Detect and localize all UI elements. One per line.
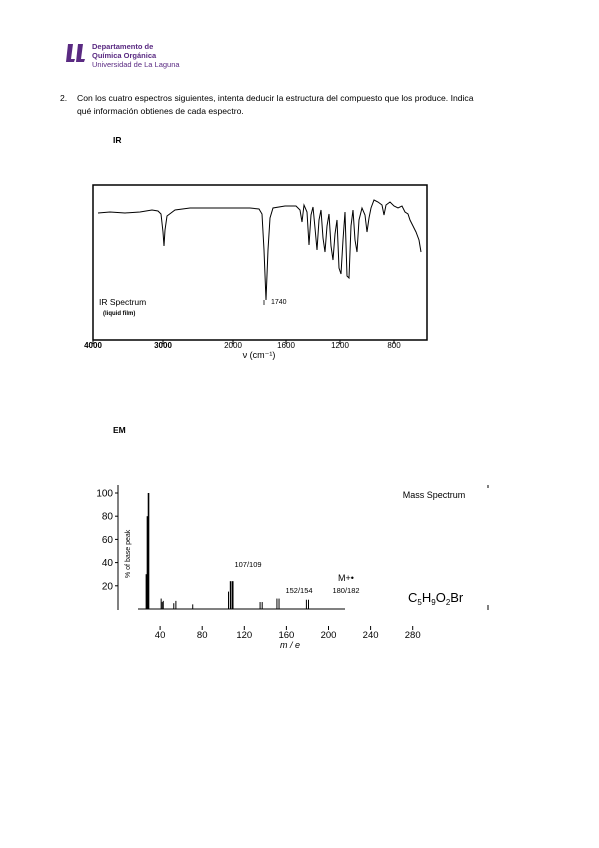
ir-x-axis: 4000 3000 2000 1600 1200 800 ν (cm⁻¹) <box>84 340 401 360</box>
ms-peak-label-107-109: 107/109 <box>234 560 261 569</box>
ir-section-label: IR <box>113 135 122 145</box>
ms-y-tick-label: 40 <box>102 558 114 569</box>
ms-peak-label-152-154: 152/154 <box>285 586 312 595</box>
ir-subtitle: (liquid film) <box>103 311 135 317</box>
ms-y-tick-label: 60 <box>102 535 114 546</box>
question-number: 2. <box>60 93 68 103</box>
ir-tick-label: 800 <box>387 341 401 350</box>
ms-x-tick-label: 280 <box>405 630 421 641</box>
university-logo-icon <box>66 44 85 62</box>
ms-x-tick-label: 200 <box>321 630 337 641</box>
ms-x-tick-label: 40 <box>155 630 166 641</box>
ms-y-ticks: 20 40 60 80 100 <box>96 489 118 592</box>
ms-y-tick-label: 80 <box>102 512 114 523</box>
ir-title: IR Spectrum <box>99 297 146 307</box>
ms-y-axis-label: % of base peak <box>125 529 132 578</box>
ms-x-axis-label: m / e <box>280 640 300 650</box>
ir-tick-label: 2000 <box>224 341 242 350</box>
em-section-label: EM <box>113 425 126 435</box>
ms-x-tick-label: 120 <box>236 630 252 641</box>
ms-peak-label-180-182: 180/182 <box>332 586 359 595</box>
ms-x-tick-label: 80 <box>197 630 208 641</box>
ir-peak-label: 1740 <box>271 299 287 306</box>
ms-x-tick-label: 160 <box>278 630 294 641</box>
ms-molecular-ion-label: M+• <box>338 573 354 583</box>
ms-bars <box>145 493 310 609</box>
ir-x-axis-label: ν (cm⁻¹) <box>243 350 276 360</box>
question-text: Con los cuatro espectros siguientes, int… <box>77 93 474 116</box>
ms-x-tick-label: 240 <box>363 630 379 641</box>
ir-tick-label: 1200 <box>331 341 349 350</box>
ms-x-ticks: 40 80 120 160 200 240 280 <box>155 626 421 641</box>
ms-y-tick-label: 100 <box>96 489 113 500</box>
ir-frame <box>92 184 428 341</box>
ir-tick-label: 4000 <box>84 341 102 350</box>
ms-title: Mass Spectrum <box>403 490 466 500</box>
ir-tick-label: 3000 <box>154 341 172 350</box>
department-subject: Química Orgánica <box>92 51 157 60</box>
ms-y-tick-label: 20 <box>102 581 114 592</box>
university-name: Universidad de La Laguna <box>92 60 180 69</box>
ir-trace <box>97 199 422 301</box>
ir-tick-label: 1600 <box>277 341 295 350</box>
department-name: Departamento de <box>92 42 154 51</box>
ms-formula: C5H9O2Br <box>408 590 464 607</box>
